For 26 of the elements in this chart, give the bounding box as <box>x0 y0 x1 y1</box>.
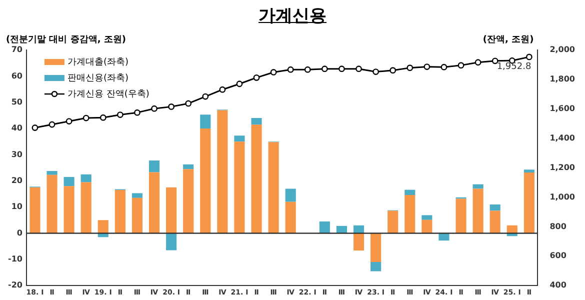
y2-tick-label: 800 <box>550 222 567 231</box>
y2-axis-title: (잔액, 조원) <box>482 34 534 45</box>
y2-tick-label: 1,800 <box>550 74 576 84</box>
y-tick-label: 70 <box>11 45 23 54</box>
y-axis-title: (전분기말 대비 증감액, 조원) <box>6 34 126 45</box>
y2-tick-label: 1,600 <box>550 104 576 113</box>
y-tick-label: 10 <box>11 202 23 212</box>
data-label: 1,952.8 <box>496 62 532 72</box>
y2-tick-label: 400 <box>550 280 567 290</box>
y-tick-label: 20 <box>11 176 23 185</box>
y2-tick-label: 2,000 <box>550 45 576 54</box>
y-tick-label: 60 <box>11 71 23 80</box>
y2-tick-label: 1,400 <box>550 133 576 142</box>
y-tick-label: -20 <box>8 280 23 290</box>
y-tick-label: 40 <box>11 124 23 133</box>
y-tick-label: 50 <box>11 97 23 106</box>
chart-title: 가계신용 <box>258 5 328 27</box>
legend-label: 가계대출(좌축) <box>67 57 128 68</box>
y-tick-label: -10 <box>8 254 23 264</box>
y2-tick-label: 600 <box>550 251 567 260</box>
legend-label: 가계신용 잔액(우축) <box>67 89 150 100</box>
y-tick-label: 0 <box>16 228 23 238</box>
legend-label: 판매신용(좌축) <box>67 73 128 84</box>
y-tick-label: 30 <box>11 150 23 159</box>
y2-tick-label: 1,200 <box>550 162 576 172</box>
y2-tick-label: 1,000 <box>550 192 576 202</box>
